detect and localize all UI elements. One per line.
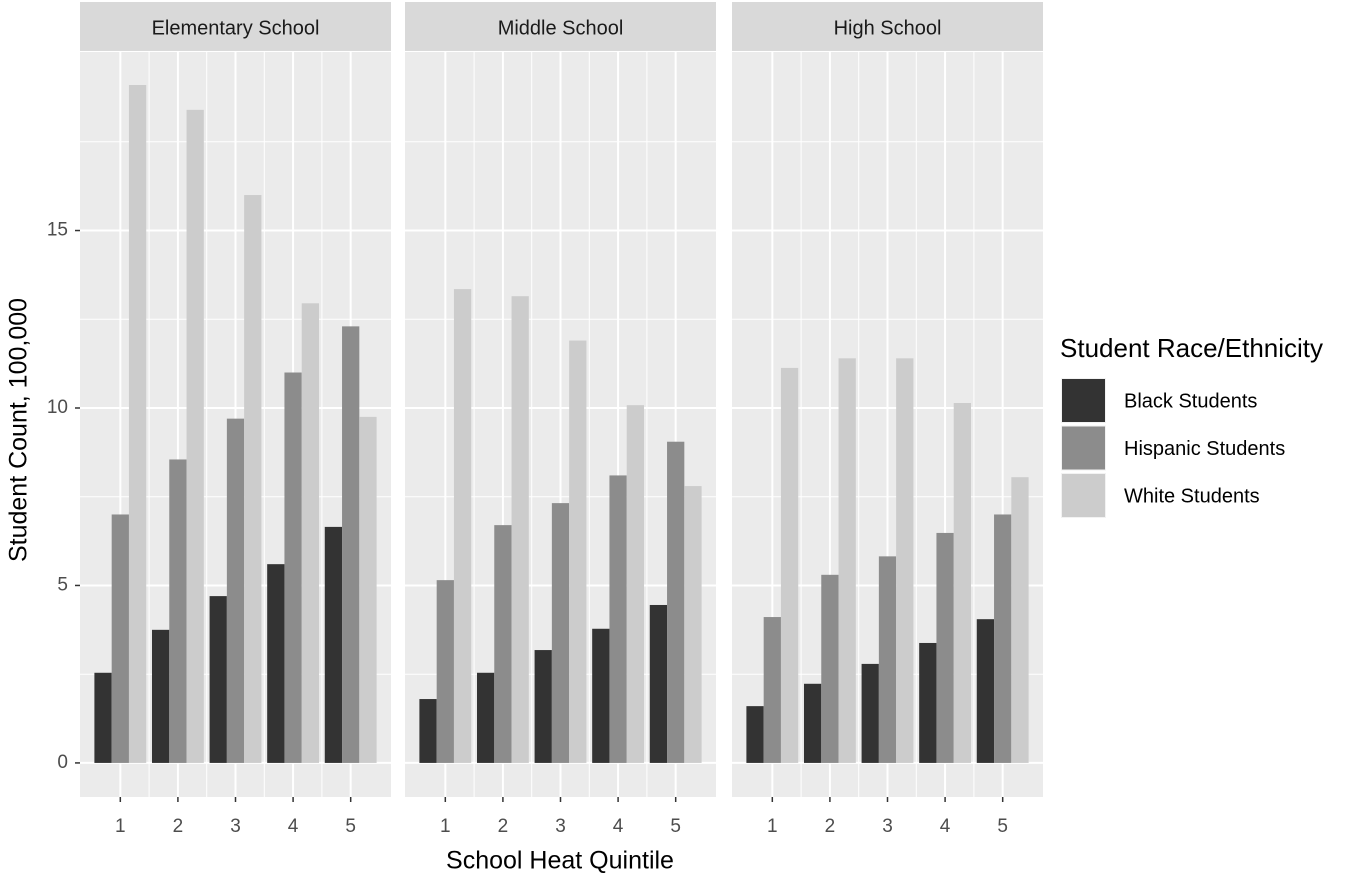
facet-title: Middle School — [498, 17, 624, 39]
x-tick-label: 4 — [613, 816, 624, 837]
bar — [861, 663, 879, 763]
x-tick-label: 2 — [173, 816, 184, 837]
bar — [209, 596, 227, 763]
x-tick-label: 2 — [498, 816, 509, 837]
bar — [436, 580, 454, 763]
bar — [803, 683, 822, 763]
bar — [284, 372, 302, 763]
bar — [976, 619, 995, 763]
strip — [405, 2, 716, 51]
bar — [94, 672, 112, 763]
bar — [896, 358, 914, 763]
legend-key — [1062, 379, 1105, 422]
bar — [609, 475, 627, 763]
x-tick-label: 3 — [230, 816, 241, 837]
facet-title: Elementary School — [152, 17, 320, 39]
bar — [763, 617, 781, 763]
bar — [994, 514, 1012, 763]
bar — [301, 303, 320, 763]
bar — [667, 441, 685, 763]
legend-label: Hispanic Students — [1124, 438, 1285, 460]
x-tick-label: 5 — [997, 816, 1008, 837]
bar — [592, 628, 610, 763]
x-tick-label: 5 — [670, 816, 681, 837]
y-axis-title: Student Count, 100,000 — [5, 298, 33, 562]
x-tick-label: 2 — [825, 816, 836, 837]
bar — [626, 405, 645, 763]
y-tick-label: 15 — [47, 220, 68, 241]
bar — [226, 418, 245, 763]
facet-title: High School — [834, 17, 942, 39]
bar — [511, 296, 529, 763]
x-tick-label: 1 — [115, 816, 126, 837]
bar — [342, 326, 360, 763]
bar — [476, 672, 495, 763]
x-tick-label: 5 — [345, 816, 356, 837]
x-tick-label: 3 — [555, 816, 566, 837]
y-tick-label: 0 — [57, 752, 68, 773]
bar — [419, 699, 437, 763]
x-tick-label: 4 — [288, 816, 299, 837]
bar — [128, 85, 147, 763]
bar — [151, 629, 170, 763]
bar — [919, 642, 937, 763]
bar — [244, 195, 262, 763]
legend-title: Student Race/Ethnicity — [1060, 333, 1323, 363]
bar — [780, 367, 799, 763]
y-tick-label: 10 — [47, 397, 68, 418]
bar — [186, 109, 204, 763]
strip — [80, 2, 391, 51]
strip — [732, 2, 1043, 51]
bar — [324, 526, 343, 763]
bar — [684, 486, 702, 763]
x-tick-label: 1 — [767, 816, 778, 837]
bar — [878, 556, 897, 763]
bar — [569, 340, 587, 763]
bar — [649, 604, 668, 763]
y-tick-label: 5 — [57, 574, 68, 595]
bar — [953, 403, 972, 763]
x-tick-label: 1 — [440, 816, 451, 837]
bar — [494, 525, 512, 763]
bar — [111, 514, 129, 763]
legend-label: Black Students — [1124, 390, 1257, 412]
bar — [551, 503, 570, 763]
bar — [1011, 477, 1029, 763]
x-axis-title: School Heat Quintile — [446, 847, 674, 875]
legend-label: White Students — [1124, 485, 1260, 507]
bar — [267, 564, 285, 763]
x-tick-label: 4 — [940, 816, 951, 837]
x-tick-label: 3 — [882, 816, 893, 837]
bar — [169, 459, 187, 763]
bar — [821, 574, 839, 763]
bar — [936, 532, 954, 763]
bar — [359, 416, 377, 763]
bar — [453, 289, 472, 763]
legend-key — [1062, 474, 1105, 517]
bar — [534, 650, 552, 763]
bar — [746, 706, 764, 763]
bar — [838, 358, 856, 763]
legend-key — [1062, 426, 1105, 470]
